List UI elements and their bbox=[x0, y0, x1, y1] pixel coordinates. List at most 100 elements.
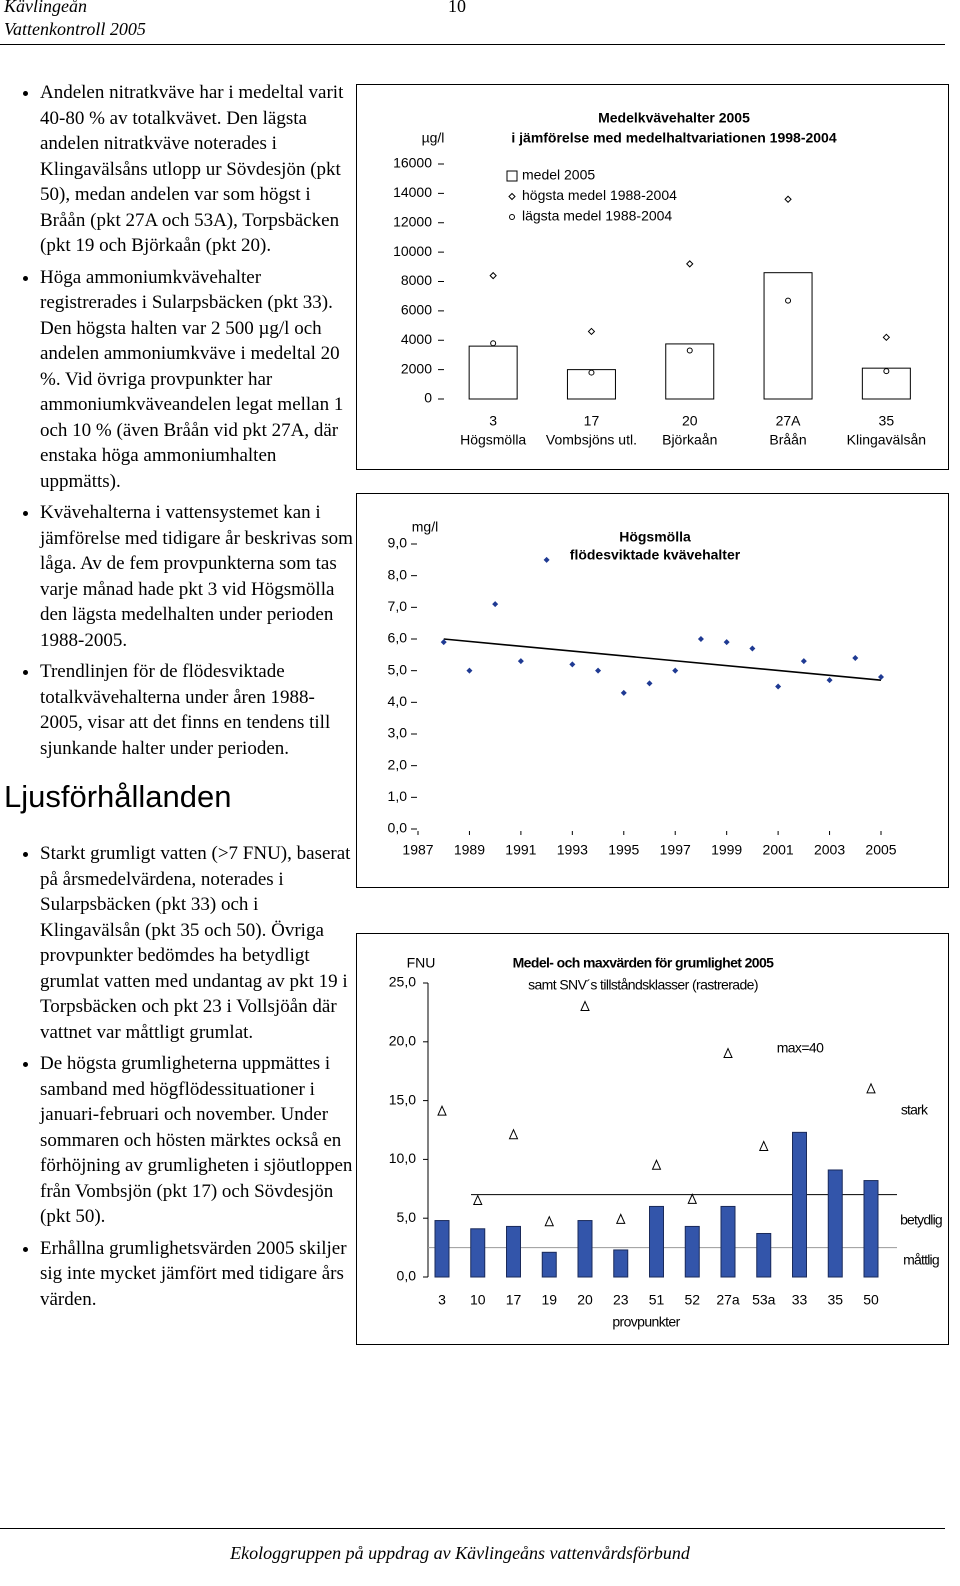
figure: Medel- och maxvärden för grumlighet 2005… bbox=[356, 933, 949, 1345]
x-tick-label: 2005 bbox=[865, 842, 896, 858]
x-tick-label: 1993 bbox=[557, 842, 588, 858]
page-number: 10 bbox=[448, 0, 466, 16]
bar bbox=[756, 1232, 772, 1278]
y-tick-label: 0,0 bbox=[388, 820, 408, 836]
data-point bbox=[440, 639, 447, 646]
x-tick-label: 17 bbox=[506, 1292, 522, 1308]
bullet-item: Erhållna grumlighetsvärden 2005 skiljer … bbox=[40, 1236, 949, 1313]
data-point bbox=[775, 683, 782, 690]
data-point bbox=[466, 667, 473, 674]
min-marker bbox=[785, 297, 792, 304]
annotation: max=40 bbox=[777, 1040, 824, 1056]
x-axis-label: provpunkter bbox=[612, 1314, 680, 1330]
max-marker bbox=[508, 1128, 519, 1140]
legend-swatch bbox=[508, 192, 516, 201]
data-point bbox=[697, 636, 704, 642]
legend-label: lägsta medel 1988-2004 bbox=[522, 208, 672, 224]
min-marker bbox=[883, 368, 890, 375]
figure: Medelkvävehalter 2005 i jämförelse med me… bbox=[356, 84, 949, 470]
chart-subtitle: i jämförelse med medelhaltvariationen 19… bbox=[511, 130, 836, 146]
data-point bbox=[492, 601, 499, 608]
max-marker bbox=[784, 195, 792, 203]
chart: Medel- och maxvärden för grumlighet 2005… bbox=[389, 955, 943, 1330]
data-point bbox=[595, 667, 602, 674]
max-marker bbox=[615, 1213, 626, 1224]
chart-title: Högsmölla bbox=[619, 529, 691, 545]
max-marker bbox=[489, 271, 497, 280]
data-point bbox=[826, 677, 833, 684]
data-point bbox=[878, 674, 884, 680]
y-axis-label: mg/l bbox=[412, 519, 438, 535]
max-marker bbox=[686, 260, 694, 268]
class-label: betydlig bbox=[900, 1212, 942, 1228]
y-tick-label: 10,0 bbox=[389, 1150, 416, 1166]
y-tick-label: 8000 bbox=[401, 272, 432, 288]
x-tick-label: Bråån bbox=[769, 432, 806, 448]
bar bbox=[863, 1180, 879, 1278]
bar bbox=[434, 1220, 450, 1278]
bar bbox=[468, 345, 518, 400]
data-point bbox=[749, 645, 756, 652]
x-tick-label: 33 bbox=[792, 1292, 808, 1308]
data-point bbox=[852, 655, 859, 661]
y-tick-label: 5,0 bbox=[397, 1209, 417, 1225]
x-tick-label: 10 bbox=[470, 1292, 486, 1308]
y-tick-label: 2,0 bbox=[388, 756, 408, 772]
x-tick-label: 3 bbox=[438, 1292, 446, 1308]
y-tick-label: 16000 bbox=[393, 155, 432, 171]
bar bbox=[792, 1131, 807, 1278]
max-marker bbox=[687, 1193, 698, 1204]
bullet-item: Trendlinjen för de flödesviktade totalkv… bbox=[40, 659, 949, 761]
bullet-item: Andelen nitratkväve har i medeltal varit… bbox=[40, 80, 949, 259]
bullet-list: Andelen nitratkväve har i medeltal varit… bbox=[0, 80, 949, 761]
x-tick-label: 19 bbox=[541, 1292, 557, 1308]
x-tick-label: Vombsjöns utl. bbox=[546, 432, 637, 448]
x-tick-label: 2003 bbox=[814, 842, 845, 858]
data-point bbox=[800, 658, 807, 665]
bar bbox=[506, 1225, 521, 1278]
x-tick-label: 20 bbox=[682, 413, 698, 429]
y-tick-label: 0 bbox=[424, 390, 432, 406]
bar bbox=[720, 1205, 736, 1278]
x-tick-label: 27A bbox=[776, 413, 802, 429]
y-tick-label: 4,0 bbox=[388, 693, 408, 709]
x-tick-label: 1991 bbox=[505, 842, 536, 858]
footer-rule bbox=[0, 1528, 945, 1529]
x-tick-label: 3 bbox=[489, 413, 497, 429]
x-tick-label: 35 bbox=[827, 1292, 843, 1308]
legend-swatch bbox=[506, 170, 518, 182]
y-tick-label: 20,0 bbox=[389, 1033, 416, 1049]
x-tick-label: 52 bbox=[684, 1292, 700, 1308]
x-tick-label: 51 bbox=[649, 1292, 665, 1308]
bar bbox=[684, 1225, 700, 1278]
y-tick-label: 0,0 bbox=[397, 1268, 417, 1284]
max-marker bbox=[882, 333, 891, 342]
bullet-list: Starkt grumligt vatten (>7 FNU), baserat… bbox=[0, 841, 949, 1312]
max-marker bbox=[866, 1082, 876, 1094]
min-marker bbox=[588, 369, 595, 376]
trend-line bbox=[443, 638, 882, 681]
figure: Högsmölla flödesviktade kvävehalter mg/l 0,… bbox=[356, 493, 949, 888]
header-rule bbox=[0, 44, 945, 45]
header-subtitle: Vattenkontroll 2005 bbox=[4, 19, 146, 39]
chart: Medelkvävehalter 2005 i jämförelse med me… bbox=[393, 110, 926, 448]
y-tick-label: 7,0 bbox=[388, 598, 408, 614]
section-heading: Ljusförhållanden bbox=[4, 779, 232, 814]
chart-title: Medelkvävehalter 2005 bbox=[598, 110, 750, 126]
data-point bbox=[672, 667, 679, 674]
max-marker bbox=[580, 1000, 590, 1012]
y-tick-label: 9,0 bbox=[388, 535, 408, 551]
y-tick-label: 3,0 bbox=[388, 725, 408, 741]
x-tick-label: 1999 bbox=[711, 842, 742, 858]
x-tick-label: 17 bbox=[584, 413, 600, 429]
y-tick-label: 12000 bbox=[393, 213, 432, 229]
y-axis-label: µg/l bbox=[422, 130, 445, 146]
y-tick-label: 2000 bbox=[401, 360, 432, 376]
class-label: måttlig bbox=[903, 1252, 939, 1268]
max-marker bbox=[723, 1047, 733, 1059]
max-marker bbox=[651, 1159, 662, 1170]
x-tick-label: Klingavälsån bbox=[847, 432, 926, 448]
bar bbox=[649, 1205, 664, 1278]
bar bbox=[827, 1169, 843, 1278]
footer: Ekologgruppen på uppdrag av Kävlingeåns … bbox=[230, 1543, 690, 1563]
